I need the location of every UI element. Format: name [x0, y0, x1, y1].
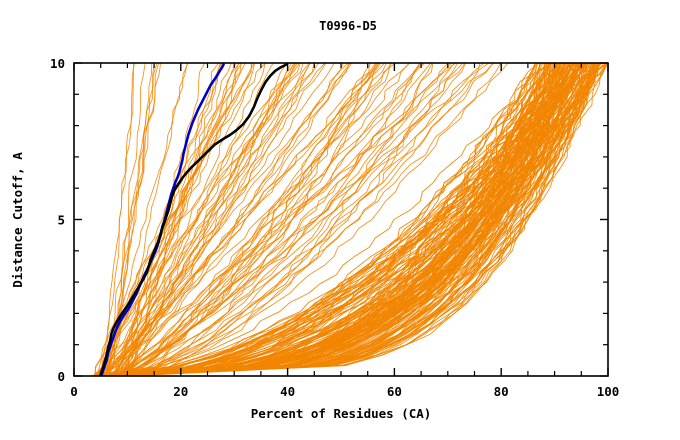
ensemble-curve — [123, 62, 575, 377]
ensemble-curve — [120, 62, 583, 377]
ensemble-curve — [97, 62, 297, 377]
ensemble-curve — [101, 62, 158, 377]
ensemble-curve — [126, 62, 607, 377]
ensemble-curve — [115, 62, 577, 377]
ensemble-curve — [108, 62, 573, 377]
x-tick-label: 40 — [280, 384, 295, 399]
ensemble-curve — [109, 62, 494, 377]
ensemble-curve — [126, 62, 220, 377]
ensemble-curve — [119, 62, 597, 377]
ensemble-curve — [112, 62, 232, 377]
ensemble-curve — [100, 62, 319, 377]
ensemble-curve — [134, 62, 485, 377]
ensemble-curve — [92, 62, 378, 377]
ensemble-curve — [126, 62, 588, 377]
ensemble-curve — [93, 62, 583, 377]
ensemble-curve — [95, 62, 571, 377]
ensemble-curve — [98, 62, 546, 377]
ensemble-curve — [92, 62, 538, 377]
ensemble-curve — [106, 62, 572, 377]
ensemble-curve — [120, 62, 572, 377]
ensemble-curve — [112, 62, 594, 377]
ensemble-curve — [120, 62, 393, 377]
ensemble-curve — [115, 62, 595, 377]
ensemble-curve — [105, 62, 298, 377]
x-tick-label: 0 — [70, 384, 78, 399]
x-tick-label: 60 — [387, 384, 402, 399]
ensemble-curve — [126, 62, 327, 377]
ensemble-curve — [108, 62, 554, 377]
ensemble-curve — [102, 62, 490, 377]
ensemble-curve — [108, 62, 426, 377]
ensemble-curve — [93, 62, 561, 377]
ensemble-curve — [109, 62, 553, 377]
ensemble-curve — [139, 62, 388, 377]
ensemble-curve — [100, 62, 449, 377]
y-axis-label: Distance Cutoff, A — [10, 152, 25, 288]
ensemble-curve — [95, 62, 536, 377]
ensemble-curve — [111, 62, 555, 377]
ensemble-curve — [124, 62, 578, 377]
y-tick-label: 0 — [57, 369, 65, 384]
ensemble-curve — [92, 62, 350, 377]
x-axis-label: Percent of Residues (CA) — [251, 406, 432, 421]
ensemble-curve — [101, 62, 256, 377]
ensemble-curve — [102, 62, 135, 377]
chart-title: T0996-D5 — [319, 19, 377, 33]
x-tick-label: 20 — [173, 384, 188, 399]
y-tick-label: 10 — [50, 56, 65, 71]
tick-marks — [73, 62, 609, 377]
ensemble-curve — [105, 62, 565, 377]
ensemble-curve — [90, 62, 549, 377]
axes: 0 20 40 60 80 100 0 5 10 — [50, 56, 619, 399]
tick-labels: 0 20 40 60 80 100 0 5 10 — [50, 56, 619, 399]
ensemble-curve — [96, 62, 586, 377]
ensemble-curve — [140, 62, 467, 377]
x-tick-label: 80 — [494, 384, 509, 399]
ensemble-curve — [111, 62, 349, 377]
ensemble-curve — [126, 62, 598, 377]
ensemble-curve — [118, 62, 502, 377]
ensemble-curve — [112, 62, 601, 377]
ensemble-curve — [108, 62, 433, 377]
ensemble-curve — [96, 62, 304, 377]
ensemble-curve — [103, 62, 376, 377]
ensemble-curve — [121, 62, 223, 377]
ensemble-curve — [119, 62, 315, 377]
ensemble-curve — [94, 62, 351, 377]
ensemble-curve — [95, 62, 335, 377]
ensemble-curve — [123, 62, 509, 377]
highlight-curve-black — [99, 62, 289, 376]
ensemble-curve — [127, 62, 344, 377]
ensemble-curve — [114, 62, 206, 377]
ensemble-curve — [95, 62, 411, 377]
ensemble-curve — [131, 62, 410, 377]
y-tick-label: 5 — [57, 213, 65, 228]
ensemble-curve — [121, 62, 421, 377]
ensemble-curve — [108, 62, 189, 377]
ensemble-curve — [102, 62, 568, 377]
x-tick-label: 100 — [597, 384, 620, 399]
ensemble-curve — [93, 62, 242, 377]
ensemble-curve — [99, 62, 573, 377]
ensemble-curve — [106, 62, 544, 377]
